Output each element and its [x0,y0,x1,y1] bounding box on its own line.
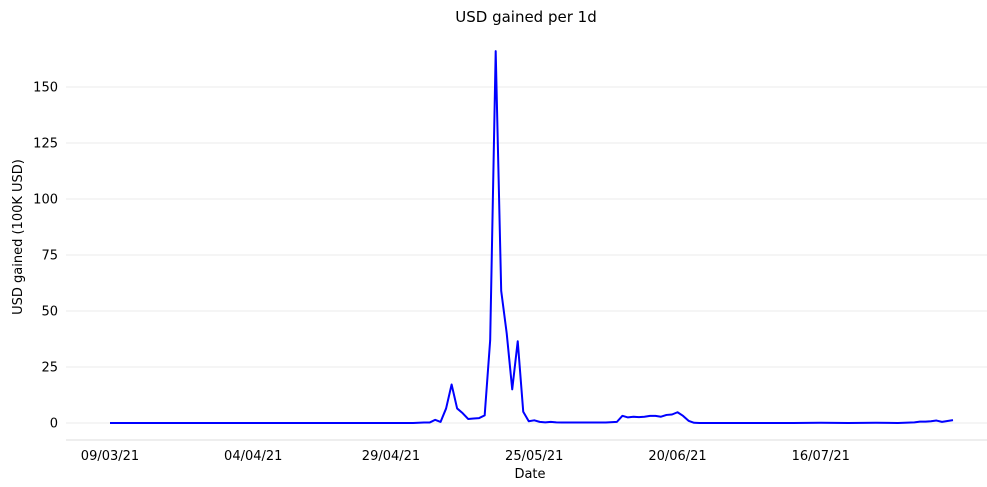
x-tick-labels: 09/03/21 04/04/21 29/04/21 25/05/21 20/06/21… [81,449,850,464]
y-tick-label: 75 [41,249,58,264]
x-tick-label: 09/03/21 [81,449,139,464]
y-tick-label: 25 [41,361,58,376]
x-tick-label: 16/07/21 [792,449,850,464]
y-axis-label: USD gained (100K USD) [11,159,26,315]
y-tick-labels: 0 25 50 75 100 125 150 [33,81,58,432]
y-tick-label: 125 [33,137,58,152]
x-tick-label: 04/04/21 [224,449,282,464]
y-tick-label: 150 [33,81,58,96]
series-line [110,50,954,424]
y-tick-label: 50 [41,305,58,320]
x-tick-label: 25/05/21 [505,449,563,464]
x-axis-label: Date [514,467,545,482]
chart-title: USD gained per 1d [455,8,596,26]
y-tick-label: 100 [33,193,58,208]
x-tick-label: 20/06/21 [648,449,706,464]
grid [66,86,987,424]
x-tick-label: 29/04/21 [362,449,420,464]
y-tick-label: 0 [50,417,58,432]
